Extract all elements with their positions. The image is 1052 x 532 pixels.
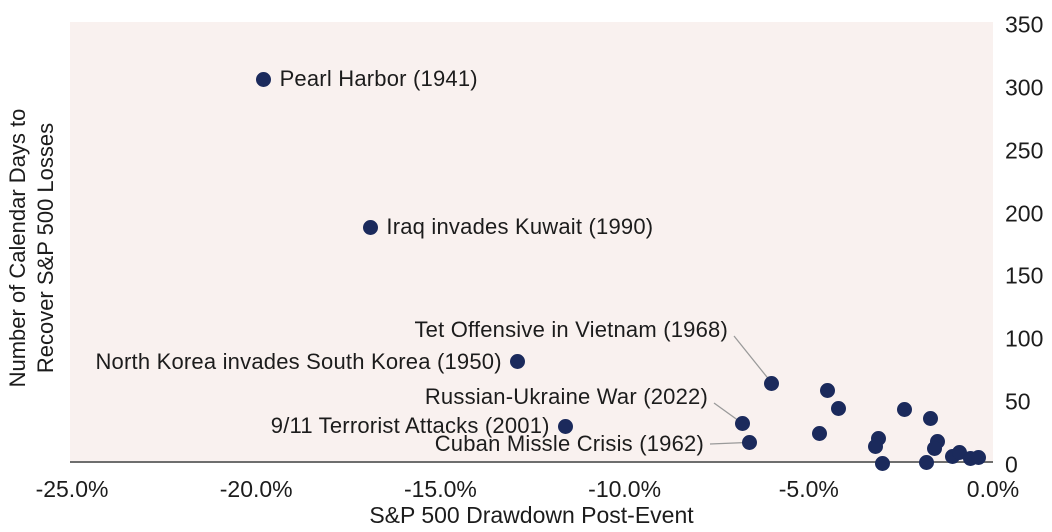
- x-tick-label: -25.0%: [35, 476, 109, 502]
- y-tick-label: 350: [1005, 11, 1044, 38]
- x-tick-label: 0.0%: [966, 476, 1020, 502]
- data-point-russia-ukraine: [734, 416, 750, 431]
- data-point-pearl-harbor: [256, 71, 272, 87]
- y-tick-label: 150: [1005, 262, 1044, 289]
- data-point: [922, 410, 938, 426]
- data-point: [919, 454, 935, 470]
- y-tick-label: 50: [1005, 388, 1031, 415]
- y-axis-title-line1: Number of Calendar Days to: [5, 108, 30, 388]
- data-point-tet-offensive: [764, 375, 780, 391]
- data-point: [867, 438, 883, 454]
- y-tick-label: 250: [1005, 137, 1044, 164]
- x-tick-label: -5.0%: [778, 476, 839, 502]
- y-tick-label: 200: [1005, 200, 1044, 227]
- y-tick-label: 300: [1005, 74, 1044, 101]
- data-point-cuban-missile: [742, 434, 758, 450]
- event-label-cuban-missile: Cuban Missle Crisis (1962): [434, 431, 704, 456]
- data-point: [812, 426, 828, 442]
- y-axis-title-line2: Recover S&P 500 Losses: [33, 122, 58, 374]
- event-label-iraq-kuwait: Iraq invades Kuwait (1990): [386, 214, 654, 240]
- x-axis-line: [70, 461, 993, 463]
- data-point-sep11: [558, 418, 574, 434]
- x-tick-label: -20.0%: [219, 476, 293, 502]
- event-label-tet-offensive: Tet Offensive in Vietnam (1968): [414, 317, 728, 342]
- data-point: [926, 441, 942, 457]
- event-label-russia-ukraine: Russian-Ukraine War (2022): [424, 384, 708, 409]
- x-tick-label: -10.0%: [588, 476, 662, 502]
- plot-area: [70, 22, 993, 463]
- y-tick-label: 0: [1005, 451, 1018, 478]
- data-point-iraq-kuwait: [362, 219, 378, 235]
- data-point: [874, 456, 890, 472]
- event-label-north-korea: North Korea invades South Korea (1950): [95, 348, 502, 374]
- data-point: [830, 400, 846, 416]
- data-point: [970, 449, 986, 465]
- y-axis-title: Number of Calendar Days to Recover S&P 5…: [4, 28, 62, 468]
- data-point: [819, 383, 835, 399]
- data-point: [897, 402, 913, 418]
- y-tick-label: 100: [1005, 325, 1044, 352]
- x-axis-title: S&P 500 Drawdown Post-Event: [369, 502, 694, 528]
- event-label-pearl-harbor: Pearl Harbor (1941): [279, 66, 478, 92]
- x-tick-label: -15.0%: [403, 476, 477, 502]
- event-label-sep11: 9/11 Terrorist Attacks (2001): [270, 413, 550, 439]
- data-point-north-korea: [510, 354, 526, 370]
